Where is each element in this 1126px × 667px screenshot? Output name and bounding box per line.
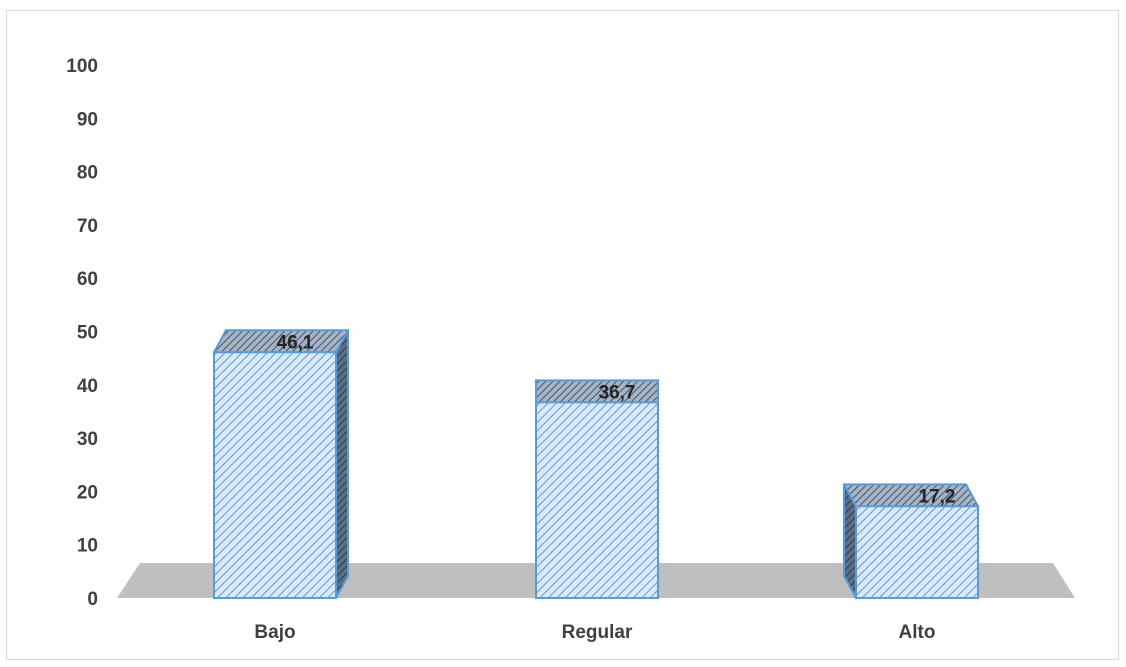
y-tick-label: 0 <box>87 589 98 610</box>
data-label: 46,1 <box>277 332 314 353</box>
bar-bajo <box>212 329 350 599</box>
data-label: 36,7 <box>599 382 636 403</box>
bar-top-face <box>535 379 659 404</box>
bar-front-face <box>213 351 337 599</box>
bars <box>212 329 980 600</box>
bar-side-face <box>335 329 349 599</box>
bar-top-face <box>842 483 980 508</box>
data-label: 17,2 <box>919 486 956 507</box>
bar-front-face <box>855 505 979 600</box>
x-tick-label: Regular <box>562 622 633 643</box>
bar-regular <box>535 379 659 599</box>
y-tick-label: 90 <box>77 109 98 130</box>
y-tick-label: 80 <box>77 163 98 184</box>
y-tick-label: 40 <box>77 376 98 397</box>
y-tick-label: 20 <box>77 482 98 503</box>
data-labels: 46,1 36,7 17,2 <box>277 332 956 507</box>
y-tick-label: 60 <box>77 269 98 290</box>
y-tick-label: 70 <box>77 216 98 237</box>
y-tick-label: 10 <box>77 536 98 557</box>
y-axis: 0 10 20 30 40 50 60 70 80 90 100 <box>66 56 98 610</box>
y-tick-label: 100 <box>66 56 98 77</box>
bar-front-face <box>535 401 659 599</box>
x-tick-label: Alto <box>899 622 936 643</box>
x-axis: Bajo Regular Alto <box>254 622 935 643</box>
bar-alto <box>842 483 980 600</box>
y-tick-label: 30 <box>77 429 98 450</box>
x-tick-label: Bajo <box>254 622 295 643</box>
y-tick-label: 50 <box>77 323 98 344</box>
